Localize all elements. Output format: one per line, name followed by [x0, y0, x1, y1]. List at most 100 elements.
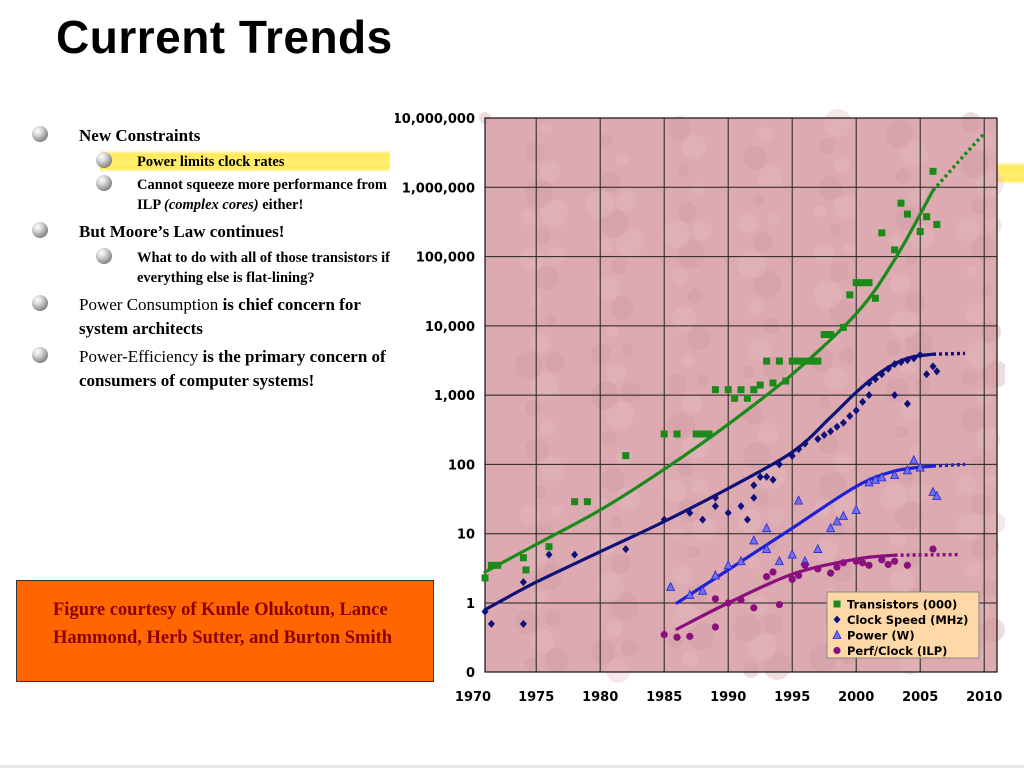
- texture-spot: [591, 382, 619, 410]
- texture-spot: [880, 483, 908, 511]
- texture-spot: [520, 209, 536, 225]
- data-point: [903, 399, 911, 408]
- data-point: [788, 357, 796, 365]
- credit-text: Figure courtesy of Kunle Olukotun, Lance…: [53, 600, 393, 648]
- texture-spot: [895, 168, 911, 184]
- texture-spot: [601, 134, 613, 146]
- texture-spot: [545, 352, 565, 372]
- trend-line-dotted: [932, 462, 966, 468]
- bullet-orb-icon: [96, 152, 112, 168]
- data-point: [852, 557, 860, 565]
- texture-spot: [662, 479, 686, 503]
- x-tick-label: 1975: [518, 690, 554, 705]
- plot-border: [484, 117, 998, 673]
- texture-spot: [890, 569, 914, 593]
- data-point: [891, 391, 899, 400]
- data-point: [933, 220, 941, 228]
- texture-spot: [814, 243, 834, 263]
- data-point: [871, 294, 879, 302]
- texture-spot: [890, 235, 902, 247]
- data-point: [884, 364, 892, 373]
- data-point: [870, 474, 881, 484]
- data-point: [839, 418, 847, 427]
- texture-spot: [890, 311, 918, 339]
- data-point: [839, 323, 847, 331]
- data-point: [910, 354, 918, 363]
- data-point: [891, 360, 899, 369]
- y-tick-label: 1,000,000: [402, 181, 475, 196]
- data-point: [825, 522, 836, 533]
- data-point: [820, 430, 828, 439]
- data-point: [711, 502, 719, 511]
- data-point: [788, 451, 796, 460]
- data-point: [839, 559, 847, 567]
- texture-spot: [895, 206, 919, 230]
- credit-box: Figure courtesy of Kunle Olukotun, Lance…: [16, 580, 434, 682]
- data-point: [756, 472, 764, 481]
- texture-spot: [819, 434, 839, 454]
- texture-spot: [540, 419, 556, 435]
- data-point: [932, 490, 942, 500]
- texture-spot: [976, 427, 1000, 451]
- texture-spot: [606, 325, 618, 337]
- texture-spot: [550, 505, 562, 517]
- texture-spot: [611, 296, 635, 320]
- texture-spot: [743, 146, 767, 170]
- texture-spot: [986, 217, 1002, 233]
- texture-spot: [525, 400, 541, 416]
- bullet-orb-icon: [96, 174, 112, 191]
- data-point: [903, 210, 911, 218]
- data-point: [705, 430, 713, 438]
- slide-title: Current Trends: [56, 11, 393, 63]
- texture-spot: [981, 618, 1005, 642]
- bullet-moores-law: But Moore’s Law continues!: [30, 220, 390, 244]
- data-point: [787, 549, 797, 559]
- data-point: [923, 213, 931, 221]
- texture-spot: [966, 265, 978, 277]
- data-point: [897, 358, 905, 367]
- texture-spot: [819, 138, 835, 154]
- data-point: [916, 228, 924, 236]
- texture-spot: [768, 509, 784, 525]
- data-point: [891, 557, 899, 565]
- texture-spot: [814, 281, 842, 309]
- data-point: [929, 167, 937, 175]
- data-point: [583, 498, 591, 506]
- data-point: [897, 199, 905, 207]
- texture-spot: [753, 270, 781, 298]
- x-tick-label: 1990: [710, 690, 746, 705]
- texture-spot: [753, 232, 773, 252]
- legend-label: Perf/Clock (ILP): [847, 644, 947, 658]
- x-tick-label: 1985: [646, 690, 682, 705]
- bullet-orb-icon: [96, 247, 112, 264]
- texture-spot: [890, 531, 906, 547]
- data-point: [724, 508, 732, 517]
- data-point: [865, 391, 873, 400]
- texture-spot: [687, 288, 703, 304]
- data-point: [711, 595, 719, 603]
- texture-spot: [834, 195, 858, 219]
- data-point: [820, 331, 828, 339]
- x-tick-label: 1980: [582, 690, 618, 705]
- data-point: [814, 565, 822, 573]
- texture-spot: [981, 284, 993, 296]
- texture-spot: [971, 236, 995, 260]
- data-point: [660, 515, 668, 524]
- data-point: [775, 600, 783, 609]
- data-point: [724, 599, 732, 607]
- texture-spot: [839, 348, 855, 364]
- texture-spot: [743, 442, 771, 470]
- texture-spot: [819, 396, 831, 408]
- texture-spot: [910, 445, 922, 457]
- texture-spot: [687, 622, 715, 650]
- data-point: [763, 472, 771, 481]
- texture-spot: [667, 412, 695, 440]
- data-point: [761, 543, 772, 553]
- texture-spot: [616, 191, 636, 211]
- texture-spot: [885, 120, 913, 148]
- data-point: [660, 430, 668, 438]
- data-point: [775, 460, 783, 469]
- data-point: [487, 561, 495, 569]
- texture-spot: [616, 487, 640, 511]
- data-point: [915, 462, 925, 472]
